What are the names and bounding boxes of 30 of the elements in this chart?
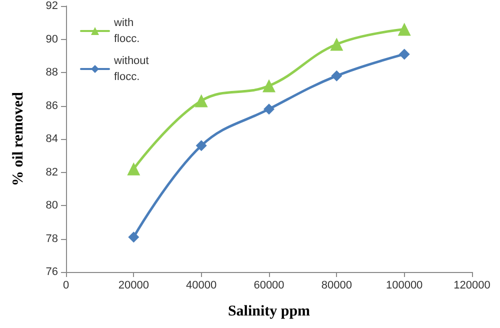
x-tick-label: 100000 <box>386 280 423 292</box>
point <box>264 104 274 115</box>
x-tick-label: 120000 <box>454 280 490 292</box>
y-tick-label: 78 <box>46 232 58 245</box>
point <box>398 22 411 36</box>
x-axis-title: Salinity ppm <box>228 304 311 320</box>
y-tick-label: 86 <box>46 100 58 112</box>
legend-label: without flocc. <box>113 55 149 83</box>
point <box>128 232 140 243</box>
point <box>196 140 207 152</box>
y-tick-label: 84 <box>46 133 58 145</box>
y-tick-label: 80 <box>46 200 58 212</box>
legend-label: with flocc. <box>113 17 140 45</box>
y-tick-label: 82 <box>46 166 58 178</box>
x-tick-label: 60000 <box>254 280 284 292</box>
y-tick-label: 76 <box>46 266 58 278</box>
point <box>330 38 344 51</box>
point <box>398 48 410 60</box>
y-tick-label: 92 <box>46 0 58 12</box>
x-tick-label: 40000 <box>186 280 217 292</box>
x-tick-label: 0 <box>62 280 70 292</box>
y-axis-title: % oil removed <box>10 91 26 186</box>
y-tick-label: 88 <box>46 66 58 78</box>
point <box>127 162 140 176</box>
x-tick-label: 80000 <box>321 280 352 292</box>
y-tick-label: 90 <box>46 33 58 46</box>
point <box>194 94 208 108</box>
point <box>331 70 342 82</box>
x-tick-label: 20000 <box>118 280 149 292</box>
point <box>262 79 276 92</box>
